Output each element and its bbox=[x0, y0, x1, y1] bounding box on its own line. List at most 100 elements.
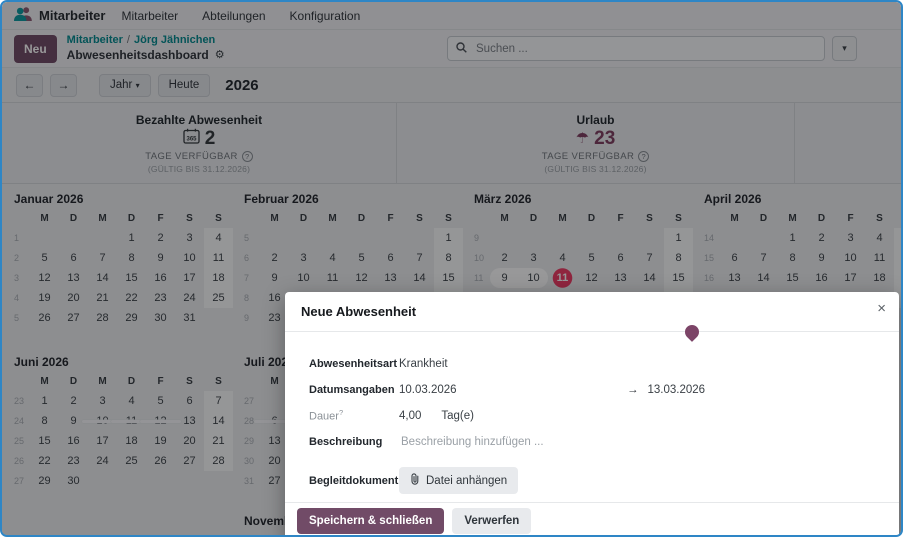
day-cell[interactable]: 19 bbox=[894, 268, 901, 288]
day-cell[interactable]: 12 bbox=[140, 411, 181, 431]
day-cell[interactable]: 21 bbox=[96, 292, 109, 304]
day-cell[interactable]: 30 bbox=[154, 312, 167, 324]
day-cell[interactable]: 6 bbox=[70, 252, 77, 264]
day-cell[interactable]: 13 bbox=[614, 272, 627, 284]
day-cell[interactable]: 27 bbox=[67, 312, 80, 324]
day-cell[interactable]: 22 bbox=[38, 455, 51, 467]
day-cell[interactable]: 10 bbox=[844, 252, 857, 264]
day-cell[interactable]: 16 bbox=[67, 435, 80, 447]
day-cell[interactable]: 18 bbox=[125, 435, 138, 447]
day-cell[interactable]: 18 bbox=[204, 268, 233, 288]
day-cell[interactable]: 15 bbox=[125, 272, 138, 284]
day-cell[interactable]: 3 bbox=[300, 252, 307, 264]
day-cell[interactable]: 16 bbox=[815, 272, 828, 284]
day-cell[interactable]: 5 bbox=[894, 228, 901, 248]
day-cell[interactable]: 15 bbox=[664, 268, 693, 288]
day-cell[interactable]: 10 bbox=[297, 272, 310, 284]
day-cell[interactable]: 8 bbox=[434, 248, 463, 268]
type-value-field[interactable]: Krankheit bbox=[399, 357, 448, 370]
day-cell[interactable]: 23 bbox=[154, 292, 167, 304]
day-cell[interactable]: 14 bbox=[757, 272, 770, 284]
day-cell[interactable]: 8 bbox=[128, 252, 135, 264]
day-cell[interactable]: 7 bbox=[416, 252, 423, 264]
day-cell[interactable]: 9 bbox=[818, 252, 825, 264]
day-cell[interactable]: 24 bbox=[96, 455, 109, 467]
app-brand[interactable]: Mitarbeiter bbox=[14, 6, 105, 26]
day-cell[interactable]: 2 bbox=[818, 232, 825, 244]
day-cell[interactable]: 2 bbox=[70, 395, 77, 407]
day-cell[interactable]: 13 bbox=[183, 415, 196, 427]
day-cell[interactable]: 4 bbox=[559, 252, 566, 264]
day-cell[interactable]: 20 bbox=[183, 435, 196, 447]
day-cell[interactable]: 11 bbox=[204, 248, 233, 268]
day-cell[interactable]: 17 bbox=[183, 272, 196, 284]
day-cell[interactable]: 13 bbox=[67, 272, 80, 284]
today-button[interactable]: Heute bbox=[157, 73, 211, 97]
day-cell[interactable]: 8 bbox=[789, 252, 796, 264]
day-cell[interactable]: 5 bbox=[588, 252, 595, 264]
help-icon[interactable]: ? bbox=[638, 150, 650, 162]
day-cell[interactable]: 11 bbox=[548, 268, 577, 288]
day-cell[interactable]: 19 bbox=[38, 292, 51, 304]
breadcrumb-employee-link[interactable]: Jörg Jähnichen bbox=[133, 34, 216, 47]
close-icon[interactable]: × bbox=[877, 300, 886, 317]
day-cell[interactable]: 12 bbox=[38, 272, 51, 284]
day-cell[interactable]: 16 bbox=[154, 272, 167, 284]
day-cell[interactable]: 14 bbox=[96, 272, 109, 284]
next-year-button[interactable]: → bbox=[50, 73, 77, 97]
day-cell[interactable]: 28 bbox=[204, 451, 233, 471]
day-cell[interactable]: 7 bbox=[99, 252, 106, 264]
day-cell[interactable]: 4 bbox=[876, 232, 883, 244]
day-cell[interactable]: 2 bbox=[157, 232, 164, 244]
day-cell[interactable]: 4 bbox=[329, 252, 336, 264]
day-cell[interactable]: 12 bbox=[355, 272, 368, 284]
day-cell[interactable]: 6 bbox=[731, 252, 738, 264]
attach-file-button[interactable]: Datei anhängen bbox=[399, 467, 519, 494]
day-cell[interactable]: 9 bbox=[157, 252, 164, 264]
help-icon[interactable]: ? bbox=[241, 150, 253, 162]
day-cell[interactable]: 20 bbox=[67, 292, 80, 304]
day-cell[interactable]: 5 bbox=[358, 252, 365, 264]
day-cell[interactable]: 6 bbox=[617, 252, 624, 264]
day-cell[interactable]: 1 bbox=[128, 232, 135, 244]
day-cell[interactable]: 27 bbox=[268, 475, 281, 487]
day-cell[interactable]: 11 bbox=[326, 272, 339, 284]
search-input[interactable] bbox=[474, 41, 816, 56]
day-cell[interactable]: 6 bbox=[186, 395, 193, 407]
day-cell[interactable]: 3 bbox=[530, 252, 537, 264]
discard-button[interactable]: Verwerfen bbox=[452, 508, 532, 534]
breadcrumb-root-link[interactable]: Mitarbeiter bbox=[66, 34, 123, 47]
day-cell[interactable]: 3 bbox=[99, 395, 106, 407]
day-cell[interactable]: 9 bbox=[70, 415, 77, 427]
day-cell[interactable]: 13 bbox=[728, 272, 741, 284]
day-cell[interactable]: 29 bbox=[125, 312, 138, 324]
day-cell[interactable]: 25 bbox=[125, 455, 138, 467]
day-cell[interactable]: 7 bbox=[204, 391, 233, 411]
day-cell[interactable]: 3 bbox=[847, 232, 854, 244]
day-cell[interactable]: 3 bbox=[186, 232, 193, 244]
day-cell[interactable]: 13 bbox=[268, 435, 281, 447]
day-cell[interactable]: 11 bbox=[873, 252, 886, 264]
day-cell[interactable]: 4 bbox=[204, 228, 233, 248]
day-cell[interactable]: 15 bbox=[38, 435, 51, 447]
day-cell[interactable]: 5 bbox=[157, 395, 164, 407]
day-cell[interactable]: 11 bbox=[111, 411, 152, 431]
new-button[interactable]: Neu bbox=[14, 34, 57, 63]
day-cell[interactable]: 19 bbox=[154, 435, 167, 447]
day-cell[interactable]: 7 bbox=[760, 252, 767, 264]
duration-value-field[interactable]: 4,00 bbox=[399, 409, 422, 422]
day-cell[interactable]: 15 bbox=[434, 268, 463, 288]
day-cell[interactable]: 7 bbox=[646, 252, 653, 264]
date-from-field[interactable]: 10.03.2026 bbox=[399, 383, 457, 396]
day-cell[interactable]: 1 bbox=[664, 228, 693, 248]
day-cell[interactable]: 17 bbox=[96, 435, 109, 447]
day-cell[interactable]: 14 bbox=[413, 272, 426, 284]
day-cell[interactable]: 27 bbox=[183, 455, 196, 467]
day-cell[interactable]: 1 bbox=[789, 232, 796, 244]
day-cell[interactable]: 1 bbox=[434, 228, 463, 248]
day-cell[interactable]: 30 bbox=[67, 475, 80, 487]
day-cell[interactable]: 31 bbox=[183, 312, 196, 324]
day-cell[interactable]: 1 bbox=[41, 395, 48, 407]
day-cell[interactable]: 14 bbox=[643, 272, 656, 284]
day-cell[interactable]: 23 bbox=[67, 455, 80, 467]
